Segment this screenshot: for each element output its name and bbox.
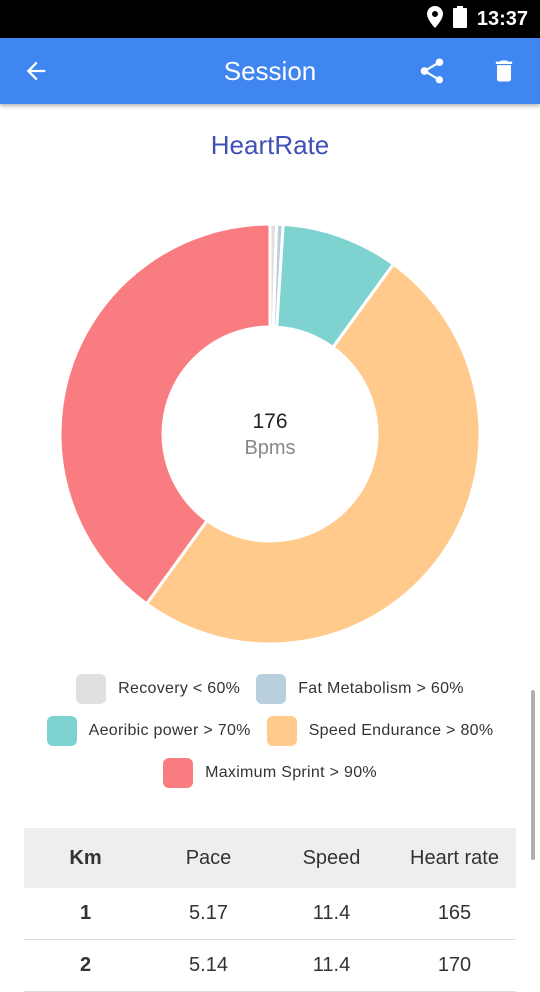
legend-swatch [76, 674, 107, 704]
cell-pace: 5.17 [189, 902, 228, 924]
status-icons: 13:37 [426, 0, 528, 38]
trash-icon [495, 60, 513, 82]
center-value: 176 [252, 410, 287, 433]
legend-item-fat-metabolism: Fat Metabolism > 60% [256, 674, 464, 704]
legend-label: Recovery < 60% [118, 680, 241, 697]
heart-rate-donut-chart: 176 Bpms [58, 222, 482, 646]
cell-speed: 11.4 [312, 954, 351, 976]
location-icon [426, 5, 443, 33]
column-header-heart-rate: Heart rate [410, 846, 499, 869]
status-bar: 13:37 [0, 0, 540, 38]
cell-km: 2 [79, 954, 92, 976]
legend-row-3: Maximum Sprint > 90% [0, 758, 540, 788]
arrow-back-icon [26, 61, 46, 81]
battery-icon [452, 5, 467, 33]
center-unit: Bpms [244, 437, 295, 459]
chart-title: HeartRate [210, 130, 330, 160]
legend-item-speed-endurance: Speed Endurance > 80% [266, 716, 494, 746]
cell-km: 1 [79, 902, 92, 924]
legend-row-2: Aeoribic power > 70% Speed Endurance > 8… [0, 716, 540, 746]
cell-heart-rate: 165 [437, 902, 472, 924]
page-title: Session [223, 56, 317, 86]
app-bar: Session [0, 38, 540, 104]
back-button[interactable] [16, 51, 56, 91]
legend-item-recovery: Recovery < 60% [76, 674, 240, 704]
table-header: Km Pace Speed Heart rate [24, 828, 516, 888]
legend-swatch [256, 674, 287, 704]
donut-slice-maximum [58, 222, 272, 606]
legend-row-1: Recovery < 60% Fat Metabolism > 60% [0, 674, 540, 704]
legend-swatch [46, 716, 77, 746]
cell-pace: 5.14 [189, 954, 228, 976]
share-icon [420, 58, 444, 84]
share-button[interactable] [412, 51, 452, 91]
cell-speed: 11.4 [312, 902, 351, 924]
splits-table: Km Pace Speed Heart rate 1 5.17 11.4 165… [24, 828, 516, 992]
delete-button[interactable] [484, 51, 524, 91]
legend-label: Maximum Sprint > 90% [205, 764, 377, 781]
table-row: 1 5.17 11.4 165 [24, 888, 516, 940]
legend-label: Aeoribic power > 70% [88, 722, 251, 739]
table-row: 2 5.14 11.4 170 [24, 940, 516, 992]
legend-label: Speed Endurance > 80% [308, 722, 494, 739]
column-header-speed: Speed [302, 846, 361, 869]
legend-item-aerobic-power: Aeoribic power > 70% [46, 716, 251, 746]
legend-label: Fat Metabolism > 60% [298, 680, 464, 697]
cell-heart-rate: 170 [437, 954, 472, 976]
legend-item-maximum-sprint: Maximum Sprint > 90% [163, 758, 377, 788]
legend-swatch [266, 716, 297, 746]
status-time: 13:37 [476, 7, 528, 30]
legend-swatch [163, 758, 194, 788]
donut-slice-speed [144, 262, 482, 646]
column-header-km: Km [69, 846, 102, 869]
scrollbar[interactable] [531, 690, 535, 860]
column-header-pace: Pace [185, 846, 232, 869]
